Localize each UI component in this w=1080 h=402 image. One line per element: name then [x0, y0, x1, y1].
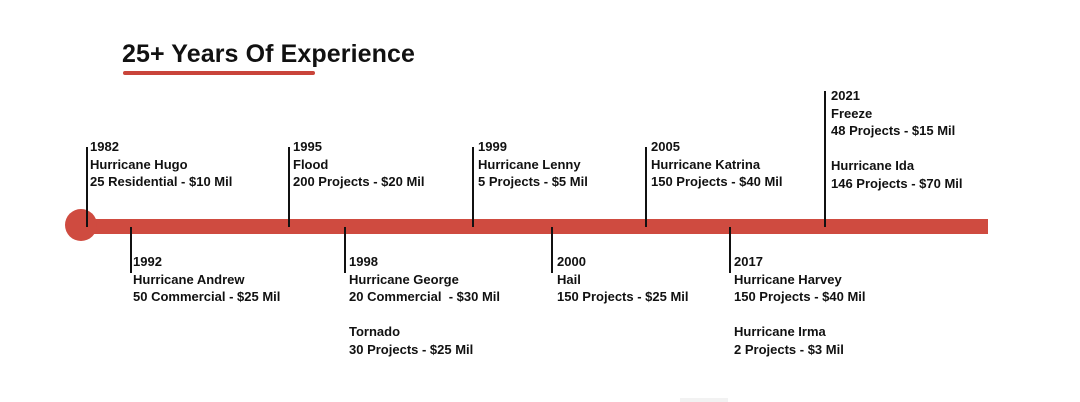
event-name: Freeze [831, 105, 873, 121]
event-name: Hurricane Lenny [478, 156, 581, 172]
tick-2005 [645, 147, 647, 227]
tick-2000 [551, 227, 553, 273]
page-title: 25+ Years Of Experience [122, 40, 416, 68]
event-name: Flood [293, 156, 329, 172]
event-detail: 25 Residential - $10 Mil [90, 174, 233, 189]
event-detail: 20 Commercial - $30 Mil [349, 289, 501, 304]
event-detail: 50 Commercial - $25 Mil [133, 289, 281, 304]
event-year: 2005 [651, 139, 680, 154]
event-name: Hurricane Hugo [90, 156, 188, 172]
event-year: 1999 [478, 139, 507, 154]
tick-1982 [86, 147, 88, 227]
event-2005: 2005 Hurricane Katrina 150 Projects - $4… [651, 138, 783, 191]
event-detail: 2 Projects - $3 Mil [734, 341, 844, 357]
title-underline [123, 71, 315, 75]
event-name: Hail [557, 271, 581, 287]
event-2021: 2021 Freeze 48 Projects - $15 Mil Hurric… [831, 87, 963, 192]
event-name: Hurricane Irma [734, 324, 826, 339]
footer-mark [680, 398, 728, 402]
event-1999: 1999 Hurricane Lenny 5 Projects - $5 Mil [478, 138, 588, 191]
event-name: Hurricane Katrina [651, 156, 761, 172]
event-year: 2021 [831, 88, 860, 103]
event-year: 2017 [734, 254, 763, 269]
tick-1992 [130, 227, 132, 273]
event-1995: 1995 Flood 200 Projects - $20 Mil [293, 138, 425, 191]
tick-1998 [344, 227, 346, 273]
timeline-track [80, 219, 988, 234]
event-gap [349, 306, 500, 324]
event-name: Hurricane Andrew [133, 271, 245, 287]
event-1998: 1998 Hurricane George 20 Commercial - $3… [349, 253, 500, 358]
event-2000: 2000 Hail 150 Projects - $25 Mil [557, 253, 689, 306]
event-gap [734, 306, 866, 324]
event-2017: 2017 Hurricane Harvey 150 Projects - $40… [734, 253, 866, 358]
event-detail: 200 Projects - $20 Mil [293, 174, 425, 189]
event-detail: 146 Projects - $70 Mil [831, 175, 963, 191]
tick-2021 [824, 91, 826, 227]
event-year: 1982 [90, 139, 119, 154]
tick-1995 [288, 147, 290, 227]
event-detail: 5 Projects - $5 Mil [478, 174, 588, 189]
event-detail: 150 Projects - $40 Mil [734, 289, 866, 304]
timeline-start-dot [65, 209, 97, 241]
event-1982: 1982 Hurricane Hugo 25 Residential - $10… [90, 138, 232, 191]
event-year: 1995 [293, 139, 322, 154]
event-detail: 150 Projects - $25 Mil [557, 289, 689, 304]
event-year: 1998 [349, 254, 378, 269]
event-1992: 1992 Hurricane Andrew 50 Commercial - $2… [133, 253, 280, 306]
event-name: Tornado [349, 324, 401, 339]
event-name: Hurricane Harvey [734, 271, 842, 287]
event-gap [831, 140, 963, 158]
tick-1999 [472, 147, 474, 227]
event-year: 2000 [557, 254, 586, 269]
event-detail: 30 Projects - $25 Mil [349, 341, 474, 357]
event-name: Hurricane Ida [831, 158, 915, 173]
event-name: Hurricane George [349, 271, 459, 287]
tick-2017 [729, 227, 731, 273]
event-year: 1992 [133, 254, 162, 269]
event-detail: 48 Projects - $15 Mil [831, 123, 956, 138]
event-detail: 150 Projects - $40 Mil [651, 174, 783, 189]
